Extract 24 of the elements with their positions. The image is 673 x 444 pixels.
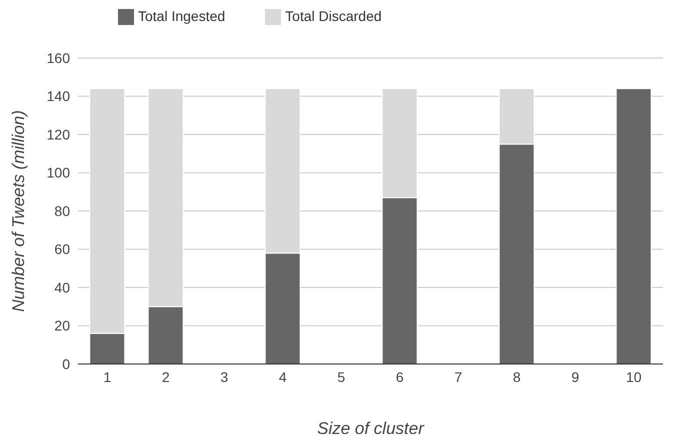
legend-label: Total Ingested xyxy=(138,8,226,24)
legend-label: Total Discarded xyxy=(285,8,382,24)
x-tick-label: 8 xyxy=(512,368,521,385)
x-tick-label: 6 xyxy=(396,368,404,385)
y-tick-label: 60 xyxy=(54,241,70,258)
x-tick-label: 10 xyxy=(626,368,642,385)
x-tick-label: 5 xyxy=(337,368,346,385)
y-axis-title: Number of Tweets (million) xyxy=(9,110,28,312)
y-tick-label: 80 xyxy=(54,202,70,219)
x-axis-title: Size of cluster xyxy=(317,419,426,438)
y-tick-label: 120 xyxy=(46,126,70,142)
x-tick-label: 2 xyxy=(162,368,170,385)
x-tick-label: 3 xyxy=(220,368,228,385)
y-tick-label: 40 xyxy=(54,279,70,296)
y-tick-label: 140 xyxy=(46,88,70,104)
x-tick-label: 4 xyxy=(278,368,287,385)
x-tick-label: 1 xyxy=(103,368,112,385)
x-tick-label: 7 xyxy=(454,368,462,385)
x-tick-label: 9 xyxy=(571,368,580,385)
bar xyxy=(616,88,652,364)
y-tick-label: 20 xyxy=(54,318,70,334)
y-tick-label: 0 xyxy=(62,356,70,372)
y-tick-label: 160 xyxy=(46,50,70,66)
y-tick-label: 100 xyxy=(46,164,70,181)
